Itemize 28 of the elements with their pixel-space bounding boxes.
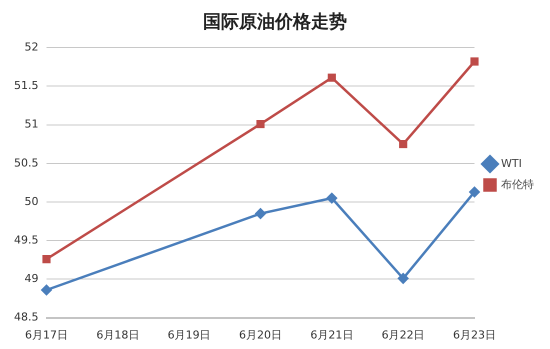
- legend-label: WTI: [501, 156, 522, 170]
- x-tick-label: 6月17日: [24, 328, 68, 342]
- y-tick-label: 49: [24, 272, 38, 286]
- x-tick-label: 6月19日: [168, 328, 211, 342]
- point: [399, 140, 408, 148]
- legend-label: 布伦特: [501, 178, 534, 191]
- point: [41, 284, 52, 296]
- y-tick-label: 52: [24, 40, 38, 54]
- y-tick-label: 48.5: [14, 310, 38, 324]
- y-tick-label: 51.5: [14, 79, 38, 92]
- x-tick-label: 6月18日: [96, 328, 140, 342]
- x-tick-label: 6月22日: [382, 328, 425, 342]
- y-tick-label: 51: [24, 118, 38, 131]
- x-tick-label: 6月21日: [310, 328, 354, 342]
- chart-title: 国际原油价格走势: [203, 11, 347, 32]
- point: [256, 120, 265, 128]
- y-tick-label: 50: [24, 194, 38, 208]
- point: [255, 208, 266, 219]
- y-tick-label: 50.5: [14, 156, 38, 170]
- x-tick-label: 6月20日: [238, 328, 282, 342]
- point: [398, 273, 408, 284]
- point: [42, 255, 51, 264]
- point: [328, 74, 336, 82]
- point: [469, 186, 480, 198]
- point: [470, 57, 479, 66]
- y-tick-label: 49.5: [14, 233, 38, 246]
- x-tick-label: 6月23日: [453, 328, 496, 342]
- point: [326, 192, 338, 204]
